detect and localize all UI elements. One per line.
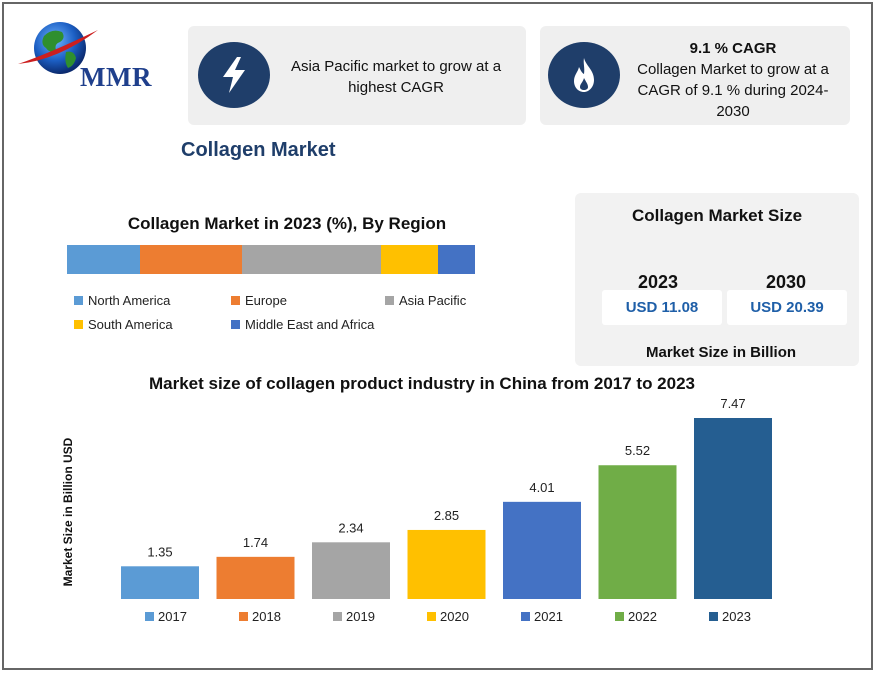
region-legend: North America Europe Asia Pacific South … — [74, 293, 494, 341]
legend-swatch-2017 — [145, 612, 154, 621]
legend-label-2019: 2019 — [346, 609, 375, 624]
legend-label: Middle East and Africa — [245, 317, 375, 332]
legend-item-middle-east-africa: Middle East and Africa — [231, 317, 374, 332]
cagr-card: 9.1 % CAGR Collagen Market to grow at a … — [540, 26, 850, 125]
data-label-2020: 2.85 — [434, 508, 459, 523]
region-chart-title: Collagen Market in 2023 (%), By Region — [127, 214, 447, 233]
legend-swatch-2022 — [615, 612, 624, 621]
stack-segment-south-america — [381, 245, 439, 274]
legend-item-north-america: North America — [74, 293, 170, 308]
data-label-2019: 2.34 — [338, 520, 363, 535]
legend-label-2018: 2018 — [252, 609, 281, 624]
bar-2018 — [216, 556, 295, 599]
globe-icon — [18, 22, 98, 74]
data-label-2022: 5.52 — [625, 443, 650, 458]
legend-label: Europe — [245, 293, 287, 308]
lightning-bolt-icon — [198, 42, 270, 108]
asia-pacific-card: Asia Pacific market to grow at a highest… — [188, 26, 526, 125]
market-size-title: Collagen Market Size — [631, 206, 803, 225]
bar-2022 — [598, 465, 677, 599]
bar-2021 — [503, 501, 581, 599]
legend-label-2020: 2020 — [440, 609, 469, 624]
page-title: Collagen Market — [181, 139, 336, 161]
value-2030: USD 20.39 — [727, 290, 847, 325]
legend-item-europe: Europe — [231, 293, 287, 308]
mmr-logo: MMR — [14, 14, 182, 92]
bar-2020 — [407, 529, 486, 599]
legend-swatch-2019 — [333, 612, 342, 621]
bar-2017 — [121, 566, 199, 599]
bar-2019 — [312, 542, 390, 599]
data-label-2021: 4.01 — [529, 480, 554, 495]
legend-label: Asia Pacific — [399, 293, 467, 308]
legend-swatch — [231, 320, 240, 329]
legend-swatch-2021 — [521, 612, 530, 621]
legend-item-south-america: South America — [74, 317, 173, 332]
logo-text: MMR — [80, 62, 152, 92]
legend-swatch — [74, 296, 83, 305]
region-stacked-bar — [67, 245, 475, 274]
stack-segment-asia-pacific — [242, 245, 382, 274]
legend-label-2023: 2023 — [722, 609, 751, 624]
china-chart-title: Market size of collagen product industry… — [148, 374, 696, 393]
stack-segment-north-america — [67, 245, 141, 274]
data-label-2017: 1.35 — [147, 544, 172, 559]
legend-swatch — [231, 296, 240, 305]
stack-segment-europe — [140, 245, 243, 274]
legend-label-2021: 2021 — [534, 609, 563, 624]
card-text: Collagen Market to grow at a CAGR of 9.1… — [637, 61, 829, 120]
bar-2023 — [694, 418, 772, 599]
year-2023-label: 2023 — [637, 272, 679, 292]
legend-item-asia-pacific: Asia Pacific — [385, 293, 466, 308]
legend-label-2017: 2017 — [158, 609, 187, 624]
stack-segment-middle-east-and-africa — [438, 245, 475, 274]
card-title: 9.1 % CAGR — [689, 40, 777, 57]
legend-label: South America — [88, 317, 173, 332]
market-size-panel: Collagen Market Size 2023 USD 11.08 2030… — [575, 193, 859, 366]
flame-icon — [548, 42, 620, 108]
legend-swatch-2020 — [427, 612, 436, 621]
data-label-2018: 1.74 — [243, 535, 268, 550]
legend-swatch-2018 — [239, 612, 248, 621]
year-2030-label: 2030 — [765, 272, 807, 292]
legend-label-2022: 2022 — [628, 609, 657, 624]
card-text: Asia Pacific market to grow at a highest… — [290, 58, 502, 96]
legend-label: North America — [88, 293, 171, 308]
legend-swatch — [74, 320, 83, 329]
data-label-2023: 7.47 — [720, 396, 745, 411]
value-2023: USD 11.08 — [602, 290, 722, 325]
china-bar-chart: 1.35 2017 1.74 2018 2.34 2019 2.85 2020 4.01 2021… — [121, 396, 772, 624]
market-size-footer: Market Size in Billion — [645, 344, 797, 361]
legend-swatch — [385, 296, 394, 305]
legend-swatch-2023 — [709, 612, 718, 621]
